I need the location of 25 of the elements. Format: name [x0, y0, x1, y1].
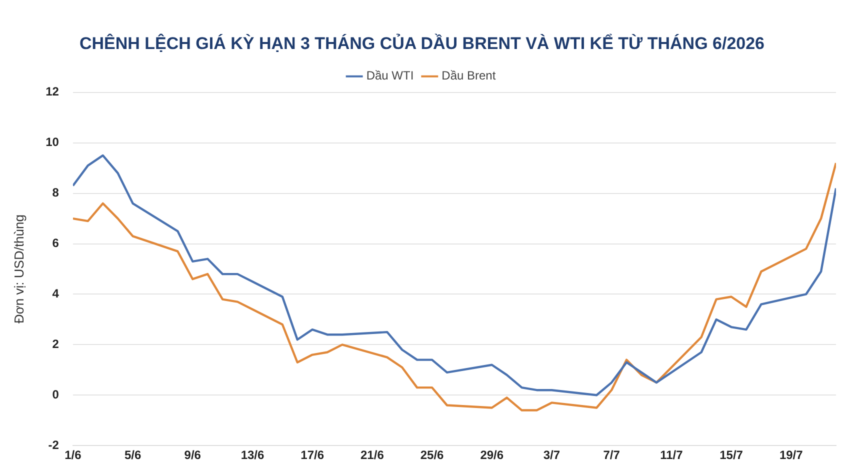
y-tick-label: 10 — [46, 135, 60, 150]
y-tick-label: -2 — [48, 438, 60, 452]
chart-title: CHÊNH LỆCH GIÁ KỲ HẠN 3 THÁNG CỦA DẦU BRENT VÀ WTI KỂ TỪ THÁNG 6/2026 — [79, 32, 765, 53]
y-tick-label: 4 — [52, 286, 60, 301]
x-tick-label: 11/7 — [660, 448, 684, 462]
y-axis-title: Đơn vị: USD/thùng — [11, 214, 26, 324]
y-tick-label: 2 — [52, 337, 60, 351]
x-tick-label: 25/6 — [420, 448, 444, 462]
y-tick-label: 0 — [52, 387, 60, 402]
x-tick-label: 19/7 — [779, 448, 804, 462]
legend-label: Dầu Brent — [442, 68, 496, 83]
x-tick-label: 21/6 — [360, 448, 384, 462]
legend-label: Dầu WTI — [366, 68, 414, 83]
x-tick-label: 1/6 — [64, 448, 82, 462]
x-tick-label: 3/7 — [543, 448, 560, 462]
x-tick-label: 7/7 — [603, 448, 620, 462]
x-tick-label: 29/6 — [480, 448, 504, 462]
x-tick-label: 17/6 — [300, 448, 324, 462]
y-tick-label: 6 — [52, 236, 60, 250]
x-tick-label: 9/6 — [184, 448, 202, 462]
y-tick-label: 12 — [46, 84, 60, 99]
y-tick-label: 8 — [52, 186, 60, 200]
x-tick-label: 13/6 — [240, 448, 264, 462]
x-tick-label: 5/6 — [124, 448, 142, 462]
x-tick-label: 15/7 — [720, 448, 744, 462]
